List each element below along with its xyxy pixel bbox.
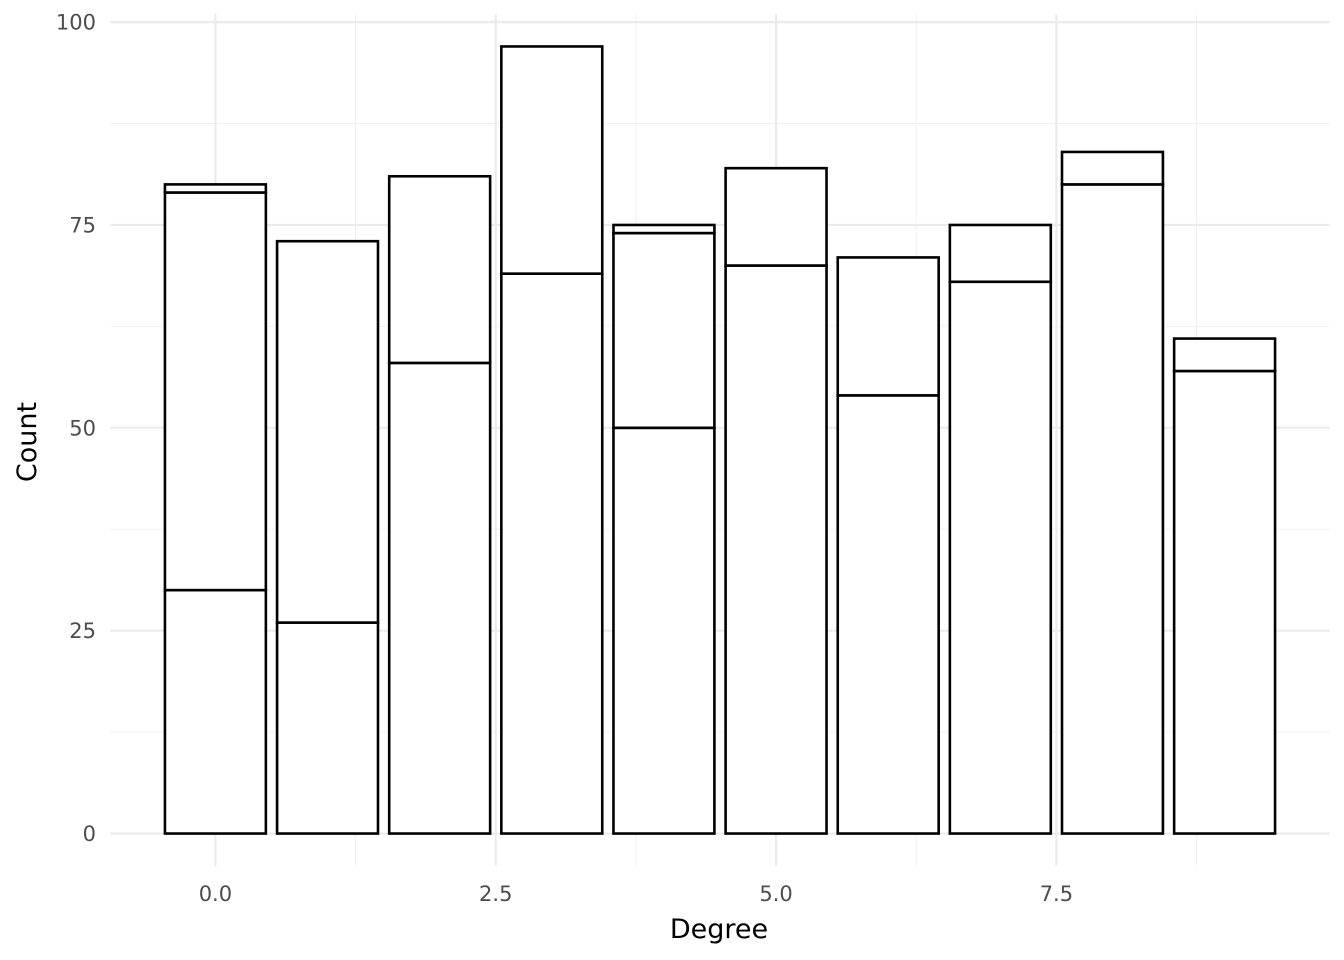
bar-stack-3 [500, 45, 604, 835]
y-tick-label: 25 [69, 619, 96, 643]
bar-stack-2 [387, 174, 492, 835]
x-axis-title: Degree [670, 914, 768, 945]
bar-segment [948, 280, 1053, 835]
bar-segment [1060, 150, 1165, 186]
x-tick-label: 5.0 [759, 882, 792, 906]
bar-segment [163, 191, 268, 592]
bar-stack-5 [724, 166, 828, 835]
bar-segment [500, 272, 604, 835]
y-tick-label: 100 [56, 11, 96, 35]
bar-segment [275, 621, 380, 835]
bar-segment [612, 223, 716, 235]
y-tick-label: 75 [69, 213, 96, 237]
bar-segment [612, 426, 716, 835]
bar-stack-7 [948, 223, 1053, 835]
bar-segment [387, 361, 492, 835]
bar-segment [163, 183, 268, 194]
bar-segment [500, 45, 604, 275]
y-tick-label: 0 [83, 822, 96, 846]
bar-segment [1060, 183, 1165, 835]
bar-stack-8 [1060, 150, 1165, 835]
bar-segment [612, 231, 716, 430]
bar-stack-1 [275, 239, 380, 835]
bar-stack-6 [836, 256, 940, 835]
x-tick-label: 7.5 [1040, 882, 1073, 906]
x-axis-tick-labels: 0.0 2.5 5.0 7.5 [199, 882, 1073, 906]
y-axis-tick-labels: 0 25 50 75 100 [56, 11, 96, 846]
bar-segment [836, 394, 940, 835]
bar-segment [387, 174, 492, 365]
bar-segment [163, 588, 268, 835]
bar-segment [1172, 337, 1277, 373]
x-tick-label: 2.5 [479, 882, 512, 906]
bar-segment [724, 166, 828, 267]
bar-segment [1172, 369, 1277, 835]
bar-stack-4 [612, 223, 716, 835]
y-tick-label: 50 [69, 416, 96, 440]
x-tick-label: 0.0 [199, 882, 232, 906]
y-axis-title: Count [12, 402, 43, 482]
bar-segment [724, 264, 828, 835]
bar-stack-0 [163, 183, 268, 835]
bar-segment [836, 256, 940, 397]
bar-stack-9 [1172, 337, 1277, 835]
bar-segment [948, 223, 1053, 284]
bars [163, 45, 1277, 835]
bar-segment [275, 239, 380, 624]
